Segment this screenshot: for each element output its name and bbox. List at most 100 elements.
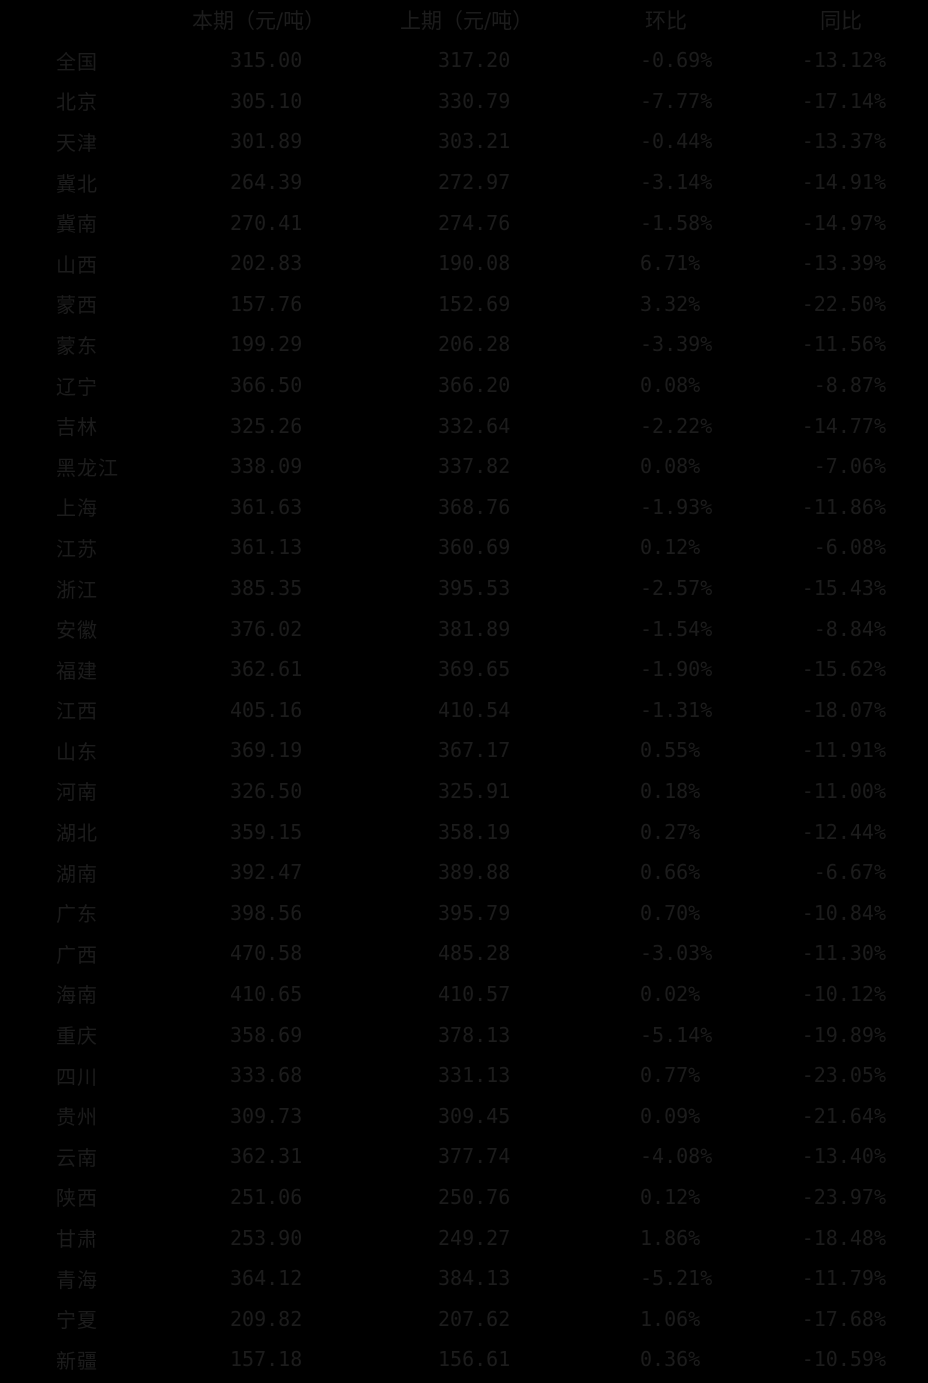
current-price-cell: 270.41	[230, 210, 303, 235]
mom-change-cell: 0.36%	[640, 1347, 701, 1372]
mom-change-cell: -1.93%	[640, 494, 713, 519]
table-row: 广西 470.58 485.28 -3.03% -11.30%	[0, 933, 928, 974]
previous-price-cell: 190.08	[438, 251, 511, 276]
yoy-change-cell: -6.67%	[813, 860, 886, 885]
yoy-change-cell: -7.06%	[813, 454, 886, 479]
mom-change-cell: -2.57%	[640, 576, 713, 601]
current-price-cell: 264.39	[230, 170, 303, 195]
previous-price-cell: 368.76	[438, 494, 511, 519]
previous-price-cell: 330.79	[438, 88, 511, 113]
previous-price-cell: 337.82	[438, 454, 511, 479]
table-row: 海南 410.65 410.57 0.02% -10.12%	[0, 974, 928, 1015]
previous-price-cell: 377.74	[438, 1144, 511, 1169]
mom-change-cell: -7.77%	[640, 88, 713, 113]
mom-change-cell: 0.08%	[640, 373, 701, 398]
yoy-change-cell: -6.08%	[813, 535, 886, 560]
current-price-cell: 309.73	[230, 1103, 303, 1128]
table-row: 广东 398.56 395.79 0.70% -10.84%	[0, 892, 928, 933]
region-cell: 青海	[56, 1267, 98, 1292]
region-cell: 黑龙江	[56, 455, 119, 480]
region-cell: 吉林	[56, 415, 98, 440]
previous-price-cell: 369.65	[438, 657, 511, 682]
region-cell: 江西	[56, 699, 98, 724]
table-row: 北京 305.10 330.79 -7.77% -17.14%	[0, 81, 928, 122]
previous-price-cell: 206.28	[438, 332, 511, 357]
current-price-cell: 470.58	[230, 941, 303, 966]
yoy-change-cell: -11.56%	[801, 332, 886, 357]
current-price-cell: 362.31	[230, 1144, 303, 1169]
current-price-cell: 251.06	[230, 1184, 303, 1209]
mom-change-cell: 6.71%	[640, 251, 701, 276]
header-month-on-month: 环比	[645, 9, 687, 33]
yoy-change-cell: -13.12%	[801, 48, 886, 73]
current-price-cell: 333.68	[230, 1063, 303, 1088]
current-price-cell: 326.50	[230, 778, 303, 803]
region-cell: 冀北	[56, 171, 98, 196]
yoy-change-cell: -23.97%	[801, 1184, 886, 1209]
current-price-cell: 366.50	[230, 373, 303, 398]
mom-change-cell: 0.12%	[640, 1184, 701, 1209]
table-row: 山西 202.83 190.08 6.71% -13.39%	[0, 243, 928, 284]
mom-change-cell: -0.69%	[640, 48, 713, 73]
previous-price-cell: 366.20	[438, 373, 511, 398]
previous-price-cell: 250.76	[438, 1184, 511, 1209]
previous-price-cell: 378.13	[438, 1022, 511, 1047]
yoy-change-cell: -11.79%	[801, 1266, 886, 1291]
region-cell: 江苏	[56, 536, 98, 561]
region-cell: 河南	[56, 780, 98, 805]
previous-price-cell: 485.28	[438, 941, 511, 966]
yoy-change-cell: -15.62%	[801, 657, 886, 682]
yoy-change-cell: -18.07%	[801, 697, 886, 722]
region-cell: 重庆	[56, 1024, 98, 1049]
mom-change-cell: 0.77%	[640, 1063, 701, 1088]
region-cell: 浙江	[56, 577, 98, 602]
table-row: 湖南 392.47 389.88 0.66% -6.67%	[0, 852, 928, 893]
region-cell: 四川	[56, 1064, 98, 1089]
yoy-change-cell: -11.86%	[801, 494, 886, 519]
previous-price-cell: 272.97	[438, 170, 511, 195]
current-price-cell: 359.15	[230, 819, 303, 844]
region-cell: 山西	[56, 252, 98, 277]
region-cell: 宁夏	[56, 1308, 98, 1333]
previous-price-cell: 332.64	[438, 413, 511, 438]
yoy-change-cell: -8.84%	[813, 616, 886, 641]
yoy-change-cell: -12.44%	[801, 819, 886, 844]
current-price-cell: 361.13	[230, 535, 303, 560]
yoy-change-cell: -21.64%	[801, 1103, 886, 1128]
table-row: 辽宁 366.50 366.20 0.08% -8.87%	[0, 365, 928, 406]
mom-change-cell: 0.55%	[640, 738, 701, 763]
table-row: 新疆 157.18 156.61 0.36% -10.59%	[0, 1339, 928, 1380]
previous-price-cell: 331.13	[438, 1063, 511, 1088]
yoy-change-cell: -11.30%	[801, 941, 886, 966]
mom-change-cell: -1.58%	[640, 210, 713, 235]
table-row: 重庆 358.69 378.13 -5.14% -19.89%	[0, 1014, 928, 1055]
table-row: 冀北 264.39 272.97 -3.14% -14.91%	[0, 162, 928, 203]
header-region	[0, 0, 170, 40]
mom-change-cell: -5.14%	[640, 1022, 713, 1047]
mom-change-cell: -3.14%	[640, 170, 713, 195]
current-price-cell: 301.89	[230, 129, 303, 154]
table-row: 江西 405.16 410.54 -1.31% -18.07%	[0, 690, 928, 731]
yoy-change-cell: -14.91%	[801, 170, 886, 195]
mom-change-cell: -0.44%	[640, 129, 713, 154]
yoy-change-cell: -17.68%	[801, 1306, 886, 1331]
current-price-cell: 364.12	[230, 1266, 303, 1291]
yoy-change-cell: -11.91%	[801, 738, 886, 763]
previous-price-cell: 303.21	[438, 129, 511, 154]
previous-price-cell: 410.54	[438, 697, 511, 722]
region-cell: 湖北	[56, 821, 98, 846]
region-cell: 湖南	[56, 861, 98, 886]
mom-change-cell: -1.54%	[640, 616, 713, 641]
current-price-cell: 338.09	[230, 454, 303, 479]
table-row: 蒙西 157.76 152.69 3.32% -22.50%	[0, 284, 928, 325]
mom-change-cell: -3.39%	[640, 332, 713, 357]
mom-change-cell: 0.18%	[640, 778, 701, 803]
mom-change-cell: 1.06%	[640, 1306, 701, 1331]
current-price-cell: 202.83	[230, 251, 303, 276]
current-price-cell: 405.16	[230, 697, 303, 722]
current-price-cell: 385.35	[230, 576, 303, 601]
current-price-cell: 305.10	[230, 88, 303, 113]
mom-change-cell: 0.70%	[640, 900, 701, 925]
previous-price-cell: 274.76	[438, 210, 511, 235]
